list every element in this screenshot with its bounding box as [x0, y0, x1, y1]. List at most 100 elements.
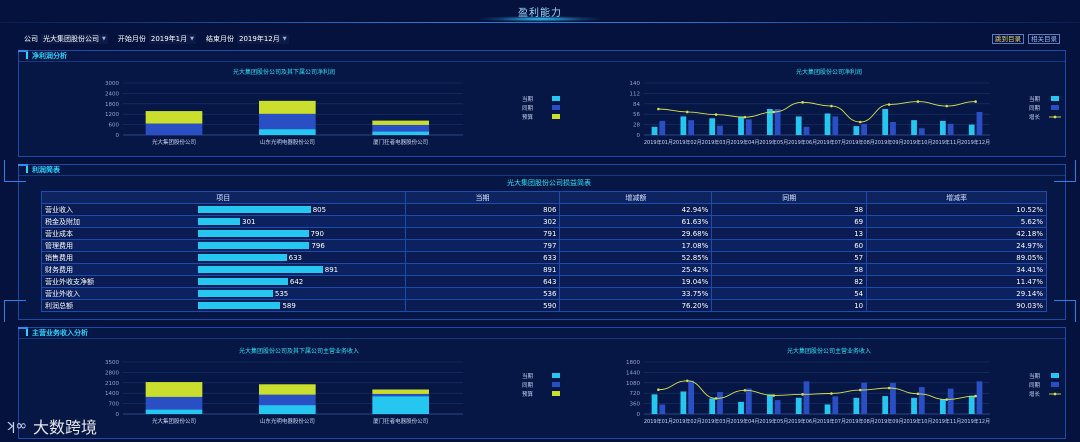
legend-swatch	[552, 391, 560, 396]
end-month-value: 2019年12月	[239, 34, 280, 43]
line-point	[974, 394, 977, 398]
net-profit-panel: 净利润分析 光大集团股份公司及其下属公司净利润 0 600 1200 1800 2400…	[18, 50, 1066, 157]
cell-current: 536	[404, 287, 561, 300]
row-value-bar	[198, 254, 287, 261]
bar-当期	[911, 120, 917, 135]
cell-rate: 5.62%	[866, 215, 1047, 228]
section-marker-icon	[26, 329, 28, 336]
legend-swatch	[1051, 373, 1059, 378]
panel-title: 净利润分析	[19, 51, 1065, 62]
start-month-select[interactable]: 2019年1月 ▼	[148, 33, 196, 44]
legend-label: 预算	[522, 390, 534, 398]
bar-同期	[659, 404, 666, 414]
cell-rate: 10.52%	[866, 203, 1047, 216]
y-tick-label: 720	[630, 391, 641, 397]
y-tick-label: 3000	[105, 81, 119, 87]
bar-同期	[918, 387, 925, 414]
bar-同期	[947, 123, 954, 135]
y-tick-label: 0	[116, 412, 120, 418]
bar-同期	[659, 120, 666, 135]
legend-label: 同期	[522, 382, 534, 389]
x-tick-label: 2019年05月	[759, 139, 788, 146]
row-label: 营业外收入	[45, 290, 80, 298]
row-bar-value: 805	[312, 206, 327, 214]
bar-当期	[259, 405, 316, 414]
watermark-logo: ʞ∞ 大数跨境	[6, 414, 97, 438]
cell-prev: 38	[711, 203, 868, 216]
monthly-button[interactable]: 跳到目录	[992, 34, 1024, 44]
x-tick-label: 2019年08月	[846, 418, 875, 425]
company-select[interactable]: 光大集团股份公司 ▼	[41, 33, 108, 44]
bar-当期	[968, 124, 975, 135]
bar-同期	[832, 116, 839, 135]
cell-prev: 57	[711, 251, 868, 264]
row-label: 利润总额	[45, 302, 73, 310]
line-point	[772, 110, 776, 114]
bar-当期	[939, 120, 946, 135]
bar-当期	[968, 395, 975, 414]
line-point	[743, 115, 747, 119]
x-tick-label: 山东光明电器股份公司	[260, 138, 315, 146]
table-row: 营业收入 805 806 42.94% 38 10.52%	[41, 203, 1047, 216]
cell-rate: 89.05%	[866, 251, 1047, 264]
bar-同期	[947, 388, 954, 414]
bar-同期	[890, 382, 896, 414]
bar-同期	[688, 380, 695, 414]
title-bar: 盈利能力	[0, 0, 1080, 30]
cell-rate: 24.97%	[866, 239, 1047, 252]
bar-同期	[774, 400, 781, 414]
cell-item: 营业收入 805	[41, 203, 406, 216]
line-point	[916, 392, 920, 396]
legend-label: 当期	[1029, 372, 1041, 380]
cell-change: 33.75%	[559, 287, 713, 300]
panel-title-text: 利润简表	[32, 166, 60, 174]
panel-corner-decoration	[1054, 300, 1076, 322]
legend-label: 当期	[522, 372, 534, 380]
page-title: 盈利能力	[518, 8, 562, 19]
cell-item: 管理费用 796	[41, 239, 406, 252]
end-month-select[interactable]: 2019年12月 ▼	[237, 33, 289, 44]
table-row: 财务费用 891 891 25.42% 58 34.41%	[41, 263, 1047, 276]
table-header-row: 项目 当期 增减额 同期 增减率	[41, 191, 1047, 204]
legend-point-swatch	[1053, 392, 1057, 396]
bar-同期	[372, 393, 429, 397]
legend-swatch	[552, 114, 560, 119]
bar-同期	[803, 126, 810, 135]
cell-item: 财务费用 891	[41, 263, 406, 276]
y-tick-label: 0	[116, 133, 120, 139]
row-bar-value: 535	[274, 290, 289, 298]
row-label: 管理费用	[45, 242, 73, 250]
x-tick-label: 2019年11月	[932, 139, 961, 146]
cell-prev: 54	[711, 287, 868, 300]
x-tick-label: 2019年07月	[817, 418, 846, 425]
line-point	[916, 100, 920, 103]
income-month-chart-title: 光大集团股份公司主营业务收入	[786, 348, 871, 355]
line-point	[657, 107, 660, 111]
x-tick-label: 2019年12月	[961, 139, 990, 146]
related-button[interactable]: 相关目录	[1028, 34, 1060, 44]
bar-当期	[939, 398, 946, 414]
row-label: 销售费用	[45, 254, 73, 262]
bar-同期	[717, 392, 723, 414]
col-header-prev: 同期	[711, 191, 868, 204]
bar-当期	[766, 109, 773, 135]
cell-change: 42.94%	[559, 203, 713, 216]
cell-item: 营业外收支净额 642	[41, 275, 406, 288]
row-label: 税金及附加	[45, 218, 80, 226]
bar-预算	[145, 382, 203, 397]
row-value-bar	[198, 302, 281, 309]
cell-prev: 58	[711, 263, 868, 276]
table-caption: 光大集团股份公司损益简表	[507, 179, 591, 187]
y-tick-label: 2800	[105, 370, 119, 376]
x-tick-label: 2019年07月	[817, 139, 846, 146]
bar-同期	[259, 113, 316, 130]
x-tick-label: 2019年10月	[903, 418, 932, 425]
bar-当期	[372, 131, 429, 135]
bar-当期	[824, 113, 831, 135]
bar-当期	[259, 129, 316, 135]
cell-item: 营业成本 790	[41, 227, 406, 240]
section-marker-icon	[26, 52, 28, 59]
row-value-bar	[198, 218, 241, 225]
